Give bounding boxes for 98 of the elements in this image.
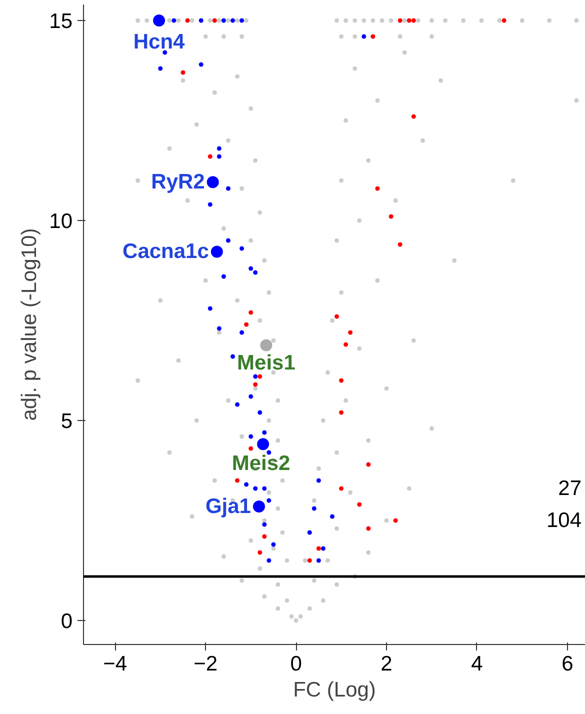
point — [344, 342, 348, 347]
point — [180, 70, 186, 75]
point — [248, 446, 254, 451]
point — [339, 486, 344, 491]
point — [210, 246, 223, 258]
point — [411, 18, 416, 23]
annotation: 27 — [558, 477, 582, 500]
point — [266, 450, 272, 455]
point — [339, 410, 344, 415]
y-axis-title: adj. p value (-Log10) — [18, 228, 42, 421]
point — [388, 214, 394, 219]
y-tick-label: 15 — [49, 10, 72, 33]
point — [230, 18, 235, 23]
point — [185, 18, 190, 23]
x-tick-label: 0 — [290, 652, 302, 676]
point — [502, 18, 506, 23]
x-tick-label: −2 — [194, 652, 218, 676]
annotation: RyR2 — [151, 170, 205, 194]
point — [266, 558, 272, 563]
annotation: Cacna1c — [122, 240, 210, 264]
point — [252, 500, 265, 512]
point — [362, 34, 366, 39]
point — [271, 542, 276, 547]
point — [240, 330, 244, 335]
x-tick-label: −4 — [103, 652, 128, 676]
point — [153, 14, 166, 26]
y-tick-label: 5 — [60, 410, 73, 433]
point — [208, 306, 212, 311]
point — [206, 176, 219, 188]
point — [406, 18, 412, 23]
point — [366, 462, 371, 467]
point — [198, 62, 204, 67]
x-tick-label: 6 — [562, 652, 574, 676]
x-axis-title: FC (Log) — [293, 678, 376, 702]
point — [320, 546, 326, 551]
point — [316, 558, 321, 563]
point — [398, 242, 402, 247]
point — [253, 486, 258, 491]
annotation: Meis1 — [237, 351, 296, 374]
point — [393, 518, 398, 523]
point — [248, 434, 254, 439]
y-tick-label: 10 — [49, 210, 72, 233]
point — [253, 374, 258, 379]
point — [258, 550, 262, 555]
point — [312, 506, 316, 511]
y-tick-label: 0 — [60, 610, 73, 633]
x-tick-label: 2 — [380, 652, 392, 676]
point — [316, 478, 321, 483]
annotation: Gja1 — [205, 495, 252, 518]
point — [366, 526, 371, 531]
point — [334, 314, 340, 319]
point — [316, 546, 321, 551]
point — [158, 66, 163, 71]
point — [253, 382, 258, 387]
point — [208, 154, 212, 159]
point — [216, 326, 222, 331]
point — [244, 322, 249, 327]
point — [212, 18, 217, 23]
point — [258, 410, 262, 415]
point — [253, 270, 258, 275]
point — [375, 186, 380, 191]
point — [235, 478, 240, 483]
point — [230, 354, 235, 359]
point — [262, 486, 267, 491]
point — [266, 498, 272, 503]
annotation: Meis2 — [232, 452, 290, 476]
point — [330, 514, 334, 519]
point — [226, 186, 230, 191]
point — [348, 330, 353, 335]
point — [208, 202, 212, 207]
point — [398, 18, 402, 23]
point — [260, 339, 272, 352]
point — [257, 438, 270, 450]
point — [216, 146, 222, 151]
point — [262, 430, 267, 435]
point — [172, 18, 176, 23]
point — [244, 482, 249, 487]
x-tick-label: 4 — [471, 652, 484, 676]
point — [357, 502, 362, 507]
point — [221, 274, 226, 279]
point — [262, 534, 267, 539]
annotation: 104 — [546, 509, 582, 532]
point — [307, 558, 312, 563]
point — [235, 402, 240, 407]
point — [248, 266, 254, 271]
point — [411, 114, 416, 119]
point — [248, 310, 254, 315]
point — [162, 50, 168, 55]
point — [240, 18, 244, 23]
point — [221, 18, 226, 23]
annotation: Hcn4 — [133, 30, 186, 54]
point — [248, 394, 254, 399]
point — [262, 522, 267, 527]
point — [258, 374, 262, 379]
point — [226, 238, 230, 243]
point — [240, 246, 244, 251]
point — [339, 378, 344, 383]
point — [216, 154, 222, 159]
